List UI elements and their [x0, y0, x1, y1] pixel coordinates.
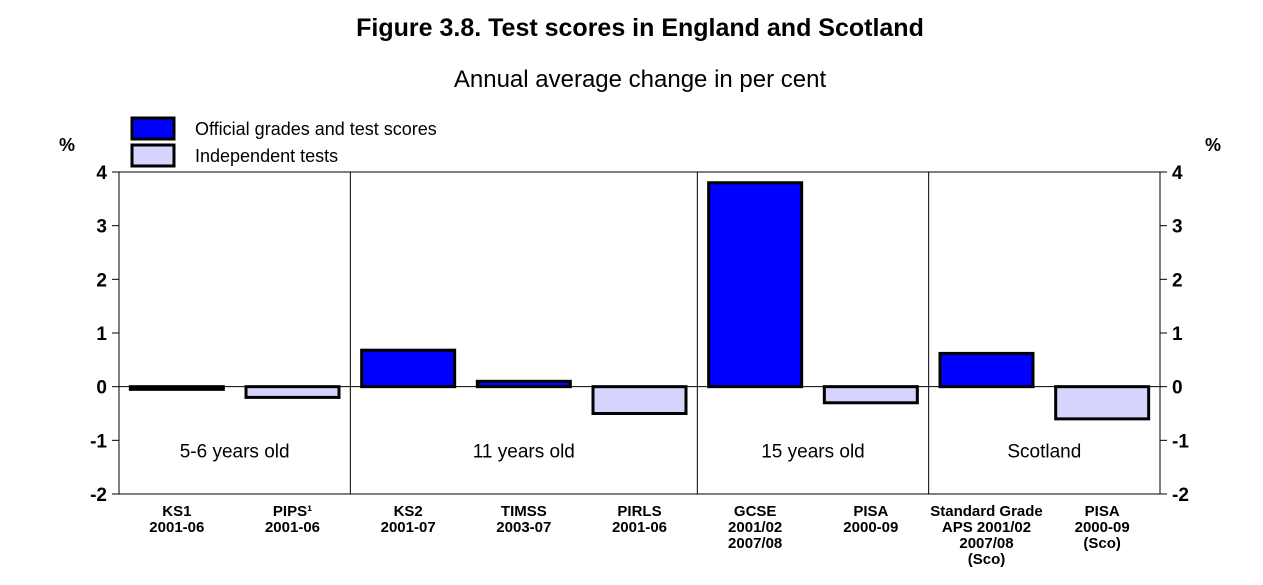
y-tick-label-right: 0 — [1172, 378, 1183, 399]
group-label: 15 years old — [761, 441, 865, 462]
category-label-line: PIPS¹ — [273, 503, 312, 520]
bar — [938, 351, 1035, 389]
category-label-line: 2001/02 — [728, 519, 782, 536]
category-label: KS1 2001-06 — [149, 503, 204, 536]
legend-label: Official grades and test scores — [195, 119, 437, 139]
category-label: KS2 2001-07 — [381, 503, 436, 536]
y-tick-label-right: 3 — [1172, 217, 1183, 238]
category-label: PISA 2000-09 — [843, 503, 898, 536]
bar — [475, 379, 572, 389]
plot-area: 4 4 3 3 2 2 1 1 0 0 -1 -1 -2 -2 5-6 years old 11 years … — [90, 163, 1189, 568]
category-label-line: 2001-06 — [265, 519, 320, 536]
bar — [591, 385, 688, 415]
bar — [360, 348, 457, 389]
y-tick-label-left: 3 — [96, 217, 107, 238]
category-label-line: Standard Grade — [930, 503, 1043, 520]
category-label-line: 2007/08 — [959, 535, 1013, 552]
category-label-line: GCSE — [734, 503, 777, 520]
y-tick-label-right: -1 — [1172, 431, 1189, 452]
group-label: Scotland — [1007, 441, 1081, 462]
category-label-line: PISA — [853, 503, 888, 520]
category-label: TIMSS 2003-07 — [496, 503, 551, 536]
y-tick-label-right: -2 — [1172, 485, 1189, 506]
category-label-line: 2000-09 — [843, 519, 898, 536]
category-label-line: PISA — [1085, 503, 1120, 520]
category-label-line: 2000-09 — [1075, 519, 1130, 536]
category-label-line: 2007/08 — [728, 535, 782, 552]
category-label: GCSE 2001/02 2007/08 — [728, 503, 782, 552]
category-label: PIRLS 2001-06 — [612, 503, 667, 536]
category-label-line: KS1 — [162, 503, 191, 520]
chart-subtitle: Annual average change in per cent — [454, 66, 827, 93]
y-tick-label-left: -2 — [90, 485, 107, 506]
y-tick-label-right: 2 — [1172, 270, 1183, 291]
category-label: PIPS¹ 2001-06 — [265, 503, 320, 536]
y-tick-label-left: 1 — [96, 324, 107, 345]
category-label-line: 2003-07 — [496, 519, 551, 536]
category-label: Standard Grade APS 2001/02 2007/08 (Sco) — [930, 503, 1043, 568]
category-label-line: APS 2001/02 — [942, 519, 1031, 536]
y-tick-label-right: 4 — [1172, 163, 1183, 184]
bar — [822, 385, 919, 405]
bar — [244, 385, 341, 399]
y-tick-label-left: 0 — [96, 378, 107, 399]
right-axis-unit: % — [1205, 135, 1221, 155]
bar — [707, 181, 804, 389]
chart-title: Figure 3.8. Test scores in England and S… — [356, 14, 924, 42]
bar — [1054, 385, 1151, 421]
left-axis-unit: % — [59, 135, 75, 155]
category-label-line: KS2 — [394, 503, 423, 520]
group-label: 11 years old — [473, 441, 575, 462]
category-label-line: 2001-07 — [381, 519, 436, 536]
category-label: PISA 2000-09 (Sco) — [1075, 503, 1130, 552]
y-tick-label-right: 1 — [1172, 324, 1183, 345]
y-tick-label-left: 2 — [96, 270, 107, 291]
category-label-line: (Sco) — [968, 551, 1006, 568]
category-label-line: (Sco) — [1083, 535, 1121, 552]
category-label-line: 2001-06 — [612, 519, 667, 536]
category-label-line: PIRLS — [617, 503, 661, 520]
y-tick-label-left: 4 — [96, 163, 107, 184]
category-label-line: TIMSS — [501, 503, 547, 520]
group-label: 5-6 years old — [180, 441, 290, 462]
bar — [128, 385, 225, 391]
legend: Official grades and test scores Independe… — [130, 116, 437, 168]
legend-label: Independent tests — [195, 146, 338, 166]
y-tick-label-left: -1 — [90, 431, 107, 452]
legend-swatch — [130, 143, 176, 168]
legend-swatch — [130, 116, 176, 141]
category-label-line: 2001-06 — [149, 519, 204, 536]
